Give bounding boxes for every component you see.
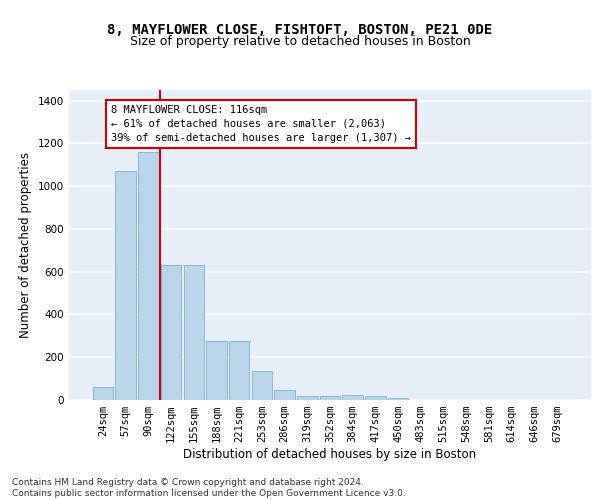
Bar <box>251 371 272 400</box>
Bar <box>93 386 113 400</box>
Bar <box>274 390 295 400</box>
Bar <box>184 266 204 400</box>
Bar <box>206 341 227 400</box>
Text: 8, MAYFLOWER CLOSE, FISHTOFT, BOSTON, PE21 0DE: 8, MAYFLOWER CLOSE, FISHTOFT, BOSTON, PE… <box>107 22 493 36</box>
Bar <box>388 398 409 400</box>
Text: Contains HM Land Registry data © Crown copyright and database right 2024.
Contai: Contains HM Land Registry data © Crown c… <box>12 478 406 498</box>
Bar <box>343 396 363 400</box>
Bar <box>320 396 340 400</box>
Text: Size of property relative to detached houses in Boston: Size of property relative to detached ho… <box>130 35 470 48</box>
Bar <box>161 266 181 400</box>
Bar <box>115 171 136 400</box>
Y-axis label: Number of detached properties: Number of detached properties <box>19 152 32 338</box>
Bar <box>229 341 250 400</box>
Bar <box>297 396 317 400</box>
X-axis label: Distribution of detached houses by size in Boston: Distribution of detached houses by size … <box>184 448 476 461</box>
Bar <box>138 152 158 400</box>
Text: 8 MAYFLOWER CLOSE: 116sqm
← 61% of detached houses are smaller (2,063)
39% of se: 8 MAYFLOWER CLOSE: 116sqm ← 61% of detac… <box>111 105 411 143</box>
Bar <box>365 396 386 400</box>
